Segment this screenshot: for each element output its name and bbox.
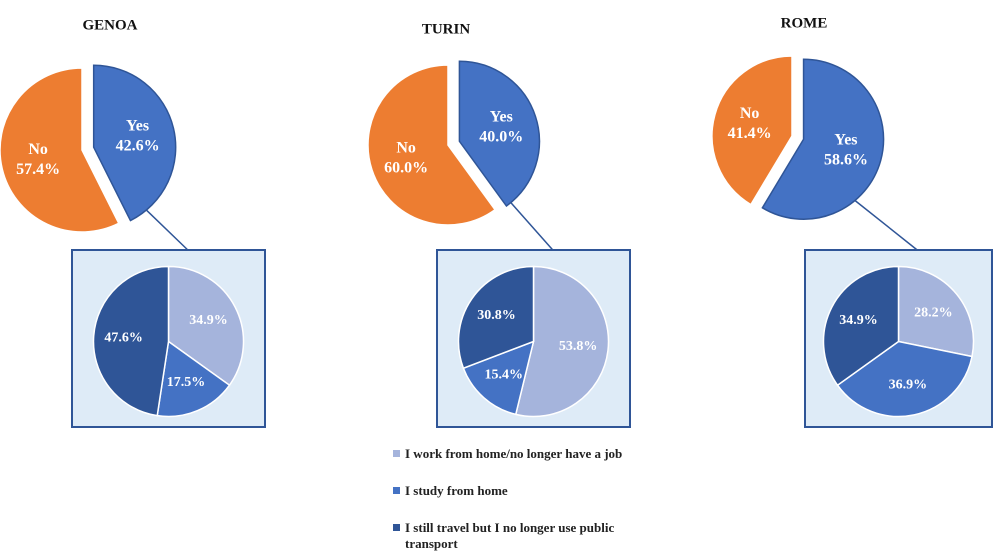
legend: I work from home/no longer have a job I s… — [393, 446, 655, 551]
pie-slice — [458, 60, 541, 208]
breakdown-value-label: 17.5% — [167, 375, 206, 390]
legend-label: I study from home — [405, 483, 508, 498]
slice-value-label: 40.0% — [479, 128, 523, 145]
pie-slice — [761, 58, 885, 220]
pie-slice — [367, 64, 497, 226]
legend-swatch — [393, 487, 400, 494]
slice-category: No — [28, 141, 48, 158]
breakdown-slice — [836, 340, 973, 418]
legend-swatch — [393, 524, 400, 531]
legend-label: I work from home/no longer have a job — [405, 446, 623, 461]
breakdown-value-label: 28.2% — [914, 305, 953, 320]
breakdown-slice — [514, 265, 610, 418]
legend-swatch — [393, 450, 400, 457]
slice-category: Yes — [490, 108, 513, 125]
chart-title: ROME — [781, 15, 828, 31]
slice-category: Yes — [834, 132, 857, 149]
breakdown-slice — [167, 265, 245, 387]
pie-slice — [92, 64, 177, 222]
breakdown-slice — [156, 340, 231, 418]
breakdown-value-label: 34.9% — [839, 313, 878, 328]
legend-entry: I work from home/no longer have a job — [393, 446, 655, 462]
breakdown-value-label: 30.8% — [477, 308, 516, 323]
breakdown-value-label: 53.8% — [559, 339, 598, 354]
pie-slice — [0, 67, 120, 233]
breakdown-slice — [92, 265, 170, 417]
connector — [145, 209, 189, 251]
legend-entry: I still travel but I no longer use publi… — [393, 520, 655, 551]
breakdown-slice — [822, 265, 900, 387]
legend-entry: I study from home — [393, 483, 655, 499]
slice-value-label: 41.4% — [728, 125, 772, 142]
slice-value-label: 58.6% — [824, 152, 868, 169]
chart-title: TURIN — [422, 21, 471, 37]
breakdown-value-label: 34.9% — [189, 313, 228, 328]
slice-value-label: 57.4% — [16, 161, 60, 178]
breakdown-value-label: 36.9% — [889, 378, 928, 393]
breakdown-slice — [897, 265, 975, 358]
legend-label: I still travel but I no longer use publi… — [405, 520, 615, 551]
breakdown-slice — [457, 265, 535, 370]
chart-title: GENOA — [82, 17, 137, 33]
breakdown-slice — [462, 340, 535, 416]
pie-slice — [711, 55, 793, 206]
connector — [510, 202, 554, 251]
slice-category: No — [396, 139, 416, 156]
slice-value-label: 60.0% — [384, 159, 428, 176]
slice-category: No — [740, 105, 760, 122]
breakdown-value-label: 15.4% — [484, 367, 523, 382]
slice-value-label: 42.6% — [116, 138, 160, 155]
breakdown-value-label: 47.6% — [104, 330, 143, 345]
slice-category: Yes — [126, 118, 149, 135]
connector — [854, 199, 918, 251]
